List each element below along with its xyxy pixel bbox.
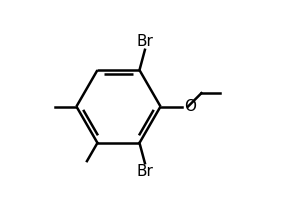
Text: Br: Br xyxy=(136,164,153,179)
Text: O: O xyxy=(184,99,196,114)
Text: Br: Br xyxy=(136,34,153,49)
